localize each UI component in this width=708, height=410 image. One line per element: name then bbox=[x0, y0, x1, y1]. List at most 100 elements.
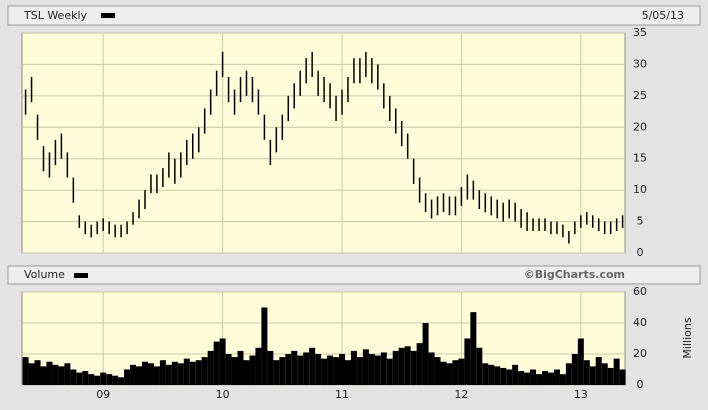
legend-swatch bbox=[101, 13, 115, 18]
volume-bar bbox=[153, 366, 160, 385]
volume-bar bbox=[392, 350, 399, 385]
volume-bar bbox=[416, 343, 423, 385]
volume-bar bbox=[100, 372, 107, 385]
volume-bar bbox=[488, 364, 495, 385]
volume-bar bbox=[213, 341, 220, 385]
volume-bar bbox=[565, 363, 572, 385]
y-tick-label: 25 bbox=[633, 89, 647, 102]
volume-bar bbox=[165, 364, 172, 385]
volume-bar bbox=[434, 357, 441, 385]
y-tick-label: 20 bbox=[633, 347, 647, 360]
volume-bar bbox=[112, 375, 119, 385]
y-tick-label: 20 bbox=[633, 120, 647, 133]
volume-bar bbox=[40, 366, 47, 385]
y-tick-label: 40 bbox=[633, 316, 647, 329]
volume-bar bbox=[22, 357, 29, 385]
volume-bar bbox=[189, 361, 196, 385]
volume-bar bbox=[374, 355, 381, 385]
y-tick-label: 30 bbox=[633, 57, 647, 70]
volume-bar bbox=[536, 374, 543, 385]
volume-bar bbox=[422, 323, 429, 385]
volume-bar bbox=[285, 354, 292, 385]
volume-bar bbox=[303, 352, 310, 385]
volume-bar bbox=[201, 357, 208, 385]
volume-bar bbox=[177, 363, 184, 385]
volume-bar bbox=[500, 367, 507, 385]
volume-bar bbox=[147, 363, 154, 385]
volume-bar bbox=[619, 369, 626, 385]
volume-bar bbox=[607, 367, 614, 385]
volume-header bbox=[7, 265, 701, 285]
volume-bar bbox=[350, 350, 357, 385]
volume-bar bbox=[344, 360, 351, 385]
volume-bar bbox=[601, 363, 608, 385]
volume-bar bbox=[231, 357, 238, 385]
volume-bar bbox=[476, 347, 483, 385]
volume-bar bbox=[255, 347, 262, 385]
volume-bar bbox=[130, 364, 137, 385]
y-tick-label: 35 bbox=[633, 26, 647, 39]
volume-bar bbox=[34, 360, 41, 385]
y-axis-label: Millions bbox=[681, 317, 694, 358]
volume-bar bbox=[183, 358, 190, 385]
volume-bar bbox=[398, 347, 405, 385]
volume-bar bbox=[613, 358, 620, 385]
y-tick-label: 10 bbox=[633, 183, 647, 196]
credit: ©BigCharts.com bbox=[524, 268, 625, 281]
volume-bar bbox=[279, 357, 286, 385]
volume-bar bbox=[309, 347, 316, 385]
volume-bar bbox=[219, 338, 226, 385]
volume-bar bbox=[541, 371, 548, 385]
volume-bar bbox=[333, 357, 340, 385]
volume-bar bbox=[249, 355, 256, 385]
volume-bar bbox=[553, 369, 560, 385]
volume-bar bbox=[506, 369, 513, 385]
y-tick-label: 0 bbox=[637, 378, 644, 391]
volume-bar bbox=[494, 366, 501, 385]
x-tick-label: 10 bbox=[216, 388, 230, 401]
volume-bar bbox=[76, 372, 83, 385]
volume-bar bbox=[446, 363, 453, 385]
volume-bar bbox=[470, 312, 477, 385]
volume-bar bbox=[571, 354, 578, 385]
volume-bar bbox=[530, 369, 537, 385]
volume-bar bbox=[589, 366, 596, 385]
volume-bar bbox=[261, 307, 268, 385]
volume-bar bbox=[380, 352, 387, 385]
volume-bar bbox=[464, 338, 471, 385]
volume-bar bbox=[207, 350, 214, 385]
volume-bar bbox=[136, 366, 143, 385]
x-tick-label: 12 bbox=[454, 388, 468, 401]
date: 5/05/13 bbox=[642, 9, 684, 22]
y-tick-label: 5 bbox=[637, 215, 644, 228]
volume-bar bbox=[595, 357, 602, 385]
volume-bar bbox=[577, 338, 584, 385]
volume-bar bbox=[559, 374, 566, 385]
volume-bar bbox=[124, 369, 131, 385]
volume-bar bbox=[52, 364, 59, 385]
price-header bbox=[7, 5, 701, 26]
price-title: TSL Weekly bbox=[23, 9, 88, 22]
volume-bar bbox=[171, 361, 178, 385]
volume-bar bbox=[243, 360, 250, 385]
legend-swatch bbox=[74, 273, 88, 278]
volume-bar bbox=[195, 360, 202, 385]
volume-bar bbox=[404, 346, 411, 385]
volume-bar bbox=[94, 375, 101, 385]
volume-bar bbox=[452, 360, 459, 385]
volume-bar bbox=[368, 354, 375, 385]
volume-bar bbox=[291, 350, 298, 385]
volume-bar bbox=[547, 372, 554, 385]
volume-bar bbox=[327, 355, 334, 385]
volume-bar bbox=[362, 349, 369, 385]
volume-bar bbox=[339, 354, 346, 385]
volume-bar bbox=[70, 369, 77, 385]
volume-bar bbox=[273, 360, 280, 385]
volume-bar bbox=[58, 366, 65, 385]
volume-bar bbox=[297, 355, 304, 385]
volume-bar bbox=[356, 357, 363, 385]
volume-bar bbox=[524, 372, 531, 385]
volume-bar bbox=[315, 354, 322, 385]
x-tick-label: 11 bbox=[335, 388, 349, 401]
volume-bar bbox=[159, 360, 166, 385]
